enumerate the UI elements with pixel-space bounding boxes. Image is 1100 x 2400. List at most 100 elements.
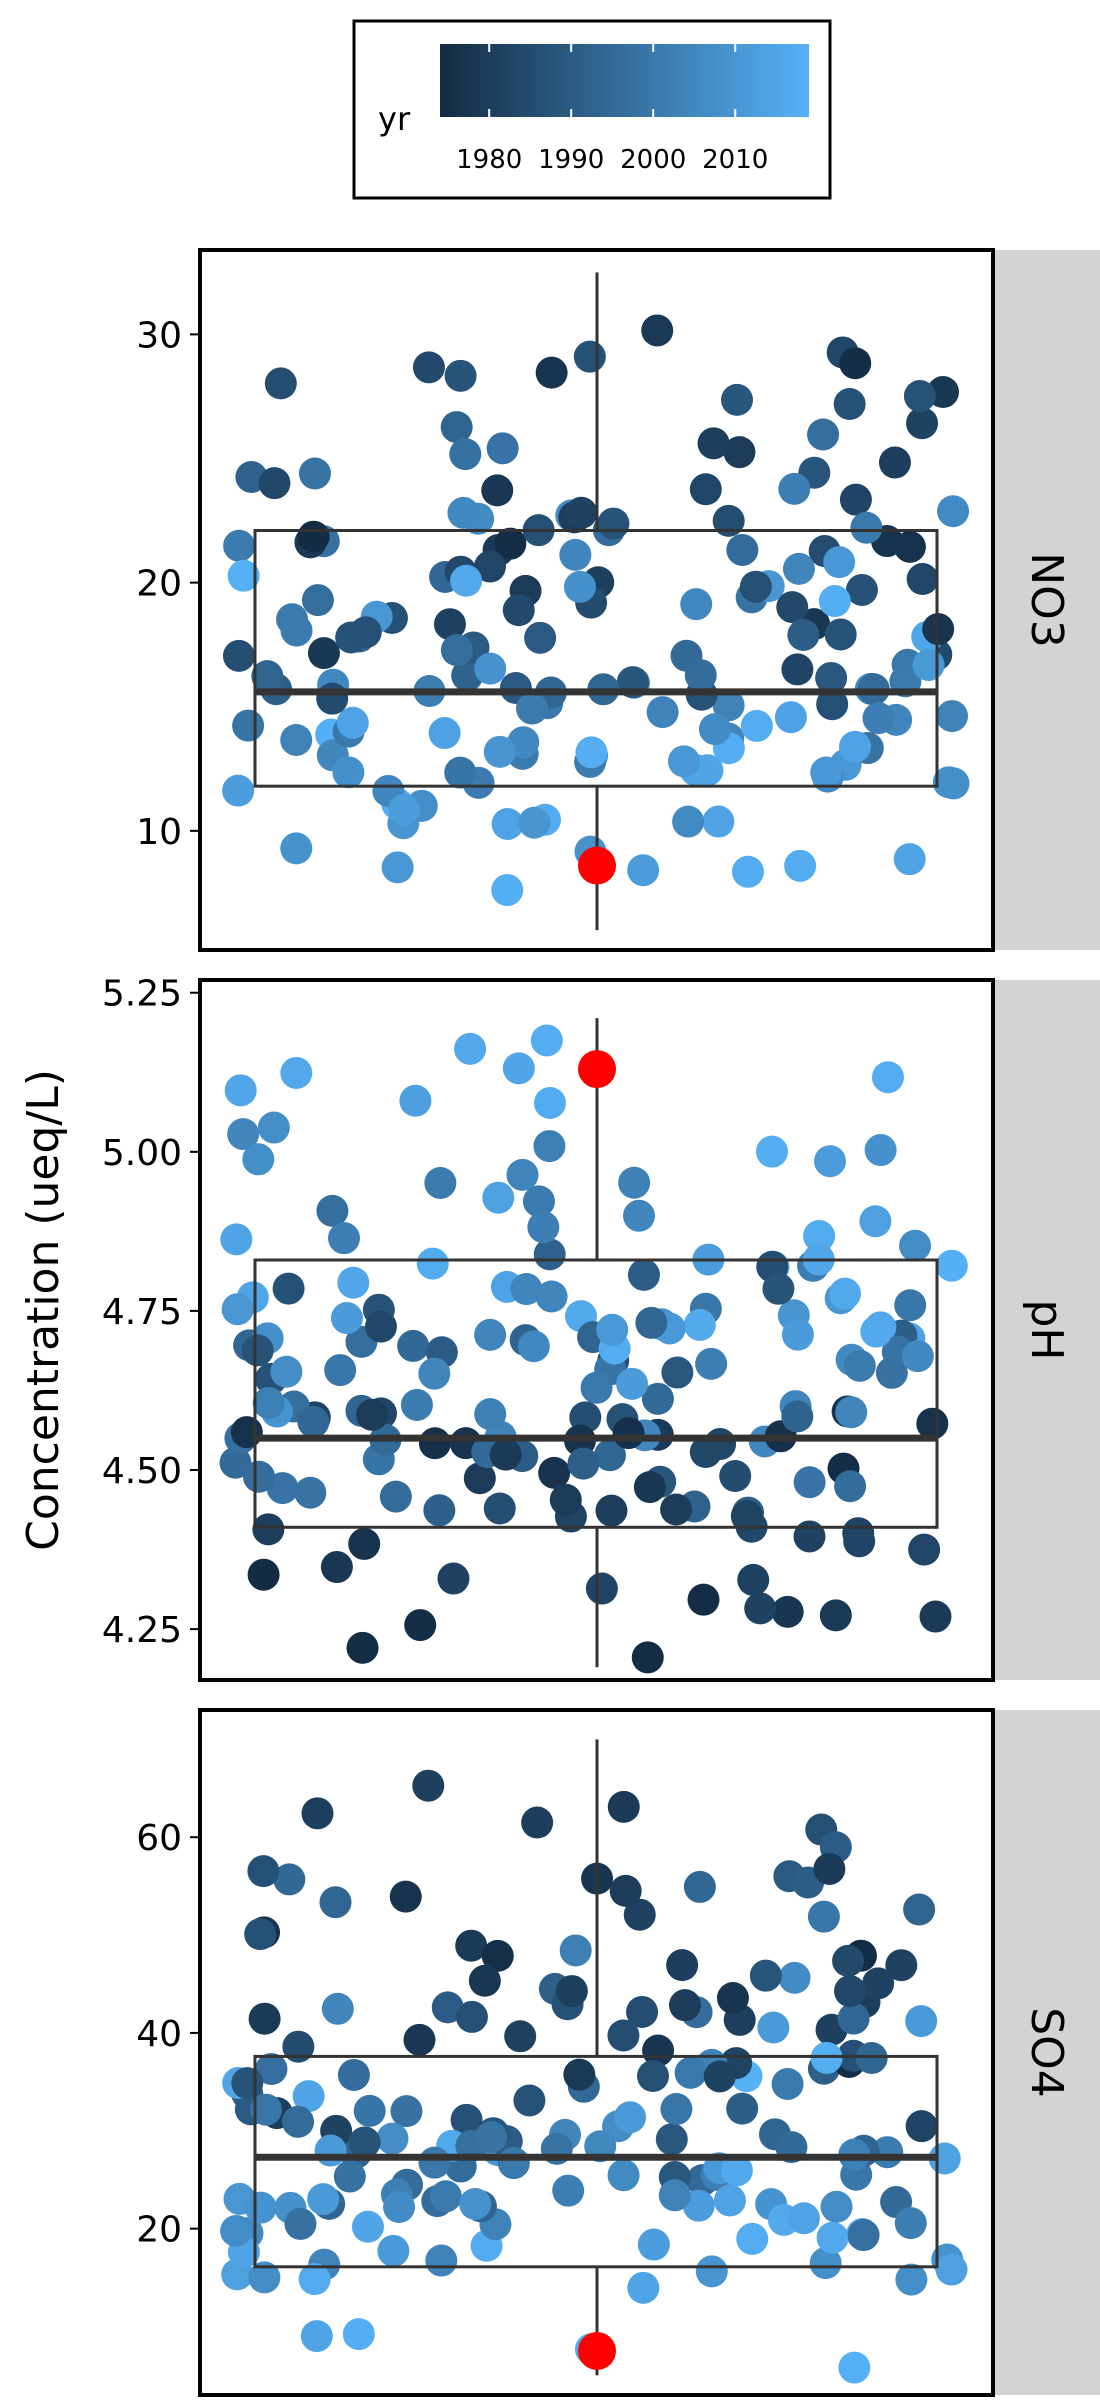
data-point <box>916 1407 949 1440</box>
data-point <box>475 2121 508 2154</box>
data-point <box>935 1249 968 1282</box>
data-point <box>635 1306 668 1339</box>
data-point <box>871 1061 904 1094</box>
data-point <box>703 2060 736 2093</box>
data-point <box>538 1456 571 1489</box>
data-point <box>251 660 284 693</box>
facet-strip <box>995 980 1100 1680</box>
data-point <box>832 1944 865 1977</box>
data-point <box>784 849 817 882</box>
data-point <box>282 2105 315 2138</box>
facet-strip <box>995 1710 1100 2395</box>
data-point <box>736 2222 769 2255</box>
box-iqr <box>253 528 939 788</box>
data-point <box>782 552 815 585</box>
data-point <box>533 1086 566 1119</box>
data-point <box>595 1494 628 1527</box>
data-point <box>778 472 811 505</box>
box-iqr <box>253 2054 939 2269</box>
data-point <box>837 2002 870 2035</box>
data-point <box>814 1145 847 1178</box>
data-point <box>510 1273 543 1306</box>
data-point <box>937 767 970 800</box>
facet-strip <box>995 250 1100 950</box>
data-point <box>816 688 849 721</box>
data-point <box>757 2011 790 2044</box>
data-point <box>319 1886 352 1919</box>
data-point <box>222 774 255 807</box>
data-point <box>227 559 260 592</box>
data-point <box>321 1992 354 2025</box>
data-point <box>936 700 969 733</box>
data-point <box>935 2253 968 2286</box>
y-tick-label: 30 <box>136 315 182 356</box>
data-point <box>221 1293 254 1326</box>
data-point <box>845 573 878 606</box>
data-point <box>272 1272 305 1305</box>
data-point <box>533 1238 566 1271</box>
data-point <box>843 1525 876 1558</box>
data-point <box>641 1382 674 1415</box>
data-point <box>895 2263 928 2296</box>
data-point <box>612 1417 645 1450</box>
data-point <box>593 1439 626 1472</box>
highlight-point <box>578 846 616 885</box>
y-tick-label: 20 <box>136 2210 182 2251</box>
data-point <box>348 2126 381 2159</box>
panel-border <box>198 978 995 1682</box>
data-point <box>533 1130 566 1163</box>
data-point <box>567 1447 600 1480</box>
data-point <box>807 1900 840 1933</box>
data-point <box>223 529 256 562</box>
data-point <box>356 1398 389 1431</box>
data-point <box>666 1949 699 1982</box>
panel-border <box>198 248 995 952</box>
highlight-point <box>578 2331 616 2370</box>
data-point <box>330 1302 363 1335</box>
data-point <box>248 2261 281 2294</box>
data-point <box>252 1513 285 1546</box>
data-point <box>716 1982 749 2015</box>
data-point <box>264 367 297 400</box>
data-point <box>433 608 466 641</box>
data-point <box>376 2122 409 2155</box>
data-point <box>818 585 851 618</box>
data-point <box>667 745 700 778</box>
data-point <box>862 1967 895 2000</box>
data-point <box>623 1199 656 1232</box>
data-point <box>333 2160 366 2193</box>
data-point <box>337 1266 370 1299</box>
data-point <box>491 807 524 840</box>
data-point <box>555 1975 588 2008</box>
data-point <box>627 1258 660 1291</box>
data-point <box>633 1471 666 1504</box>
data-point <box>483 735 516 768</box>
data-point <box>573 340 606 373</box>
data-point <box>682 2189 715 2222</box>
data-point <box>429 2180 462 2213</box>
data-point <box>513 2084 546 2117</box>
data-point <box>859 1205 892 1238</box>
data-point <box>388 793 421 826</box>
data-point <box>683 1870 716 1903</box>
data-point <box>684 659 717 692</box>
data-point <box>440 634 473 667</box>
data-point <box>609 1874 642 1907</box>
data-point <box>683 1308 716 1341</box>
data-point <box>282 2030 315 2063</box>
data-point <box>220 2214 253 2247</box>
data-point <box>793 1520 826 1553</box>
data-point <box>793 1466 826 1499</box>
data-point <box>449 438 482 471</box>
data-point <box>241 1334 274 1367</box>
data-point <box>712 504 745 537</box>
legend-tick-label: 1980 <box>456 145 522 175</box>
data-point <box>416 1247 449 1280</box>
data-point <box>353 2094 386 2127</box>
y-tick-label: 60 <box>136 1818 182 1859</box>
data-point <box>687 1583 720 1616</box>
y-tick-label: 20 <box>136 564 182 605</box>
facet-ph: pH 4.25 4.50 4.75 5.00 5.25 <box>102 974 1100 1682</box>
data-point <box>400 1388 433 1421</box>
data-point <box>631 1641 664 1674</box>
